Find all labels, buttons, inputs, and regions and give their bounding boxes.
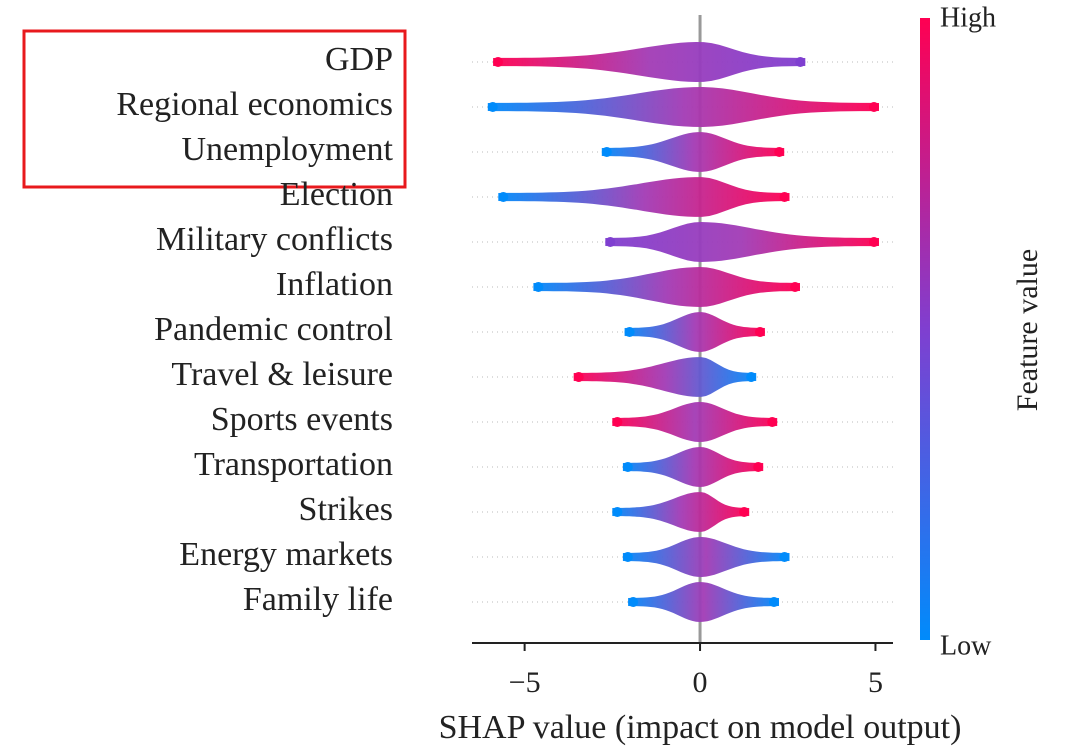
colorbar-label: Feature value (1011, 249, 1044, 411)
swarm-end (767, 417, 778, 427)
swarm (487, 87, 879, 127)
swarm-end (779, 192, 790, 202)
swarm-end (746, 372, 757, 382)
swarm-end (779, 552, 790, 562)
swarm-end (624, 327, 635, 337)
swarm-end (868, 237, 879, 247)
swarm-end (739, 507, 750, 517)
x-tick-label: 0 (693, 666, 708, 699)
swarm (573, 357, 757, 397)
y-tick-label: Family life (243, 581, 393, 618)
y-tick-label: Military conflicts (156, 221, 393, 258)
swarm-end (605, 237, 616, 247)
y-tick-label: Energy markets (179, 536, 393, 573)
y-tick-label: Election (280, 176, 393, 213)
swarm (498, 177, 790, 217)
swarm (601, 132, 785, 172)
swarm (605, 222, 879, 262)
y-tick-label: Inflation (276, 266, 393, 303)
swarm (624, 312, 765, 352)
swarm-end (533, 282, 544, 292)
swarm-end (601, 147, 612, 157)
y-tick-label: Unemployment (181, 131, 393, 168)
swarm-end (795, 57, 806, 67)
x-axis-label: SHAP value (impact on model output) (439, 709, 962, 746)
swarm (628, 582, 779, 622)
swarm-end (754, 327, 765, 337)
colorbar (920, 18, 930, 640)
swarm (622, 447, 764, 487)
swarm-end (487, 102, 498, 112)
swarm-end (768, 597, 779, 607)
swarm (533, 267, 800, 307)
swarm (493, 42, 806, 82)
y-tick-label: Sports events (211, 401, 393, 438)
highlight-box (22, 29, 407, 189)
swarm-end (753, 462, 764, 472)
swarm-end (628, 597, 639, 607)
x-tick-label: −5 (509, 666, 541, 699)
swarm (622, 537, 790, 577)
swarm-end (573, 372, 584, 382)
swarm-end (868, 102, 879, 112)
swarm (612, 492, 750, 532)
swarm-end (493, 57, 504, 67)
swarm-end (790, 282, 801, 292)
swarm-end (622, 552, 633, 562)
swarm-end (612, 507, 623, 517)
x-tick-label: 5 (868, 666, 883, 699)
y-tick-label: GDP (325, 41, 393, 78)
y-tick-label: Regional economics (116, 86, 393, 123)
swarm (612, 402, 778, 442)
colorbar-high: High (940, 2, 996, 33)
colorbar-low: Low (940, 630, 992, 661)
y-tick-label: Strikes (299, 491, 393, 528)
swarm-end (774, 147, 785, 157)
y-tick-label: Pandemic control (154, 311, 393, 348)
y-tick-label: Transportation (194, 446, 393, 483)
swarm-end (622, 462, 633, 472)
swarm-end (612, 417, 623, 427)
swarm-end (498, 192, 509, 202)
y-tick-label: Travel & leisure (171, 356, 393, 393)
